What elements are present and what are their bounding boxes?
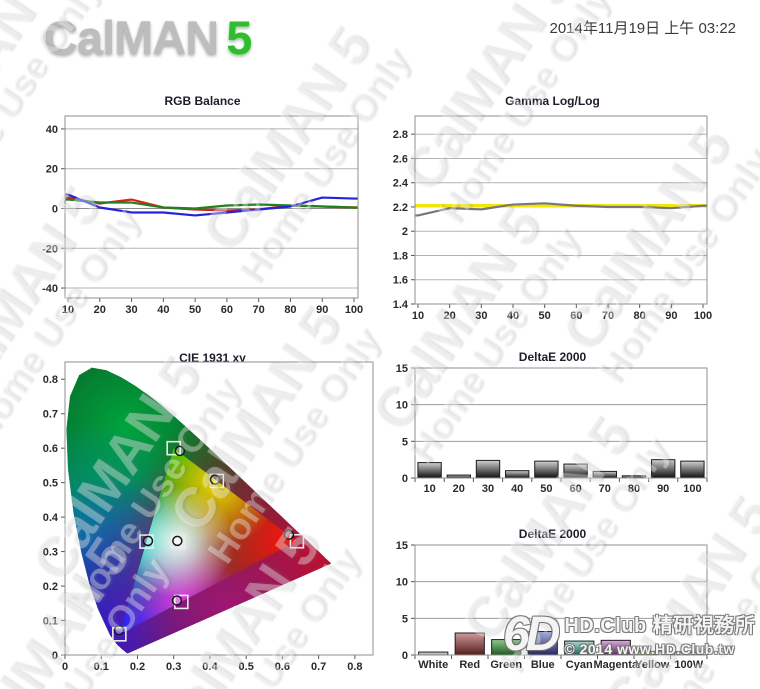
svg-text:Yellow: Yellow (635, 659, 670, 671)
gamma-plot: 2.8 2.6 2.4 2.2 2 1.8 1.6 1.410 20 30 40 50 60 70 80 90… (393, 115, 712, 322)
svg-text:40: 40 (157, 304, 169, 316)
svg-text:60: 60 (221, 304, 233, 316)
svg-text:50: 50 (189, 304, 201, 316)
svg-text:1.8: 1.8 (393, 250, 408, 262)
svg-text:2: 2 (402, 226, 408, 238)
rgb-balance-plot: 40 20 0 -20 -40 10 20 30 40 50 60 70 80 90 100 (42, 115, 363, 316)
svg-text:20: 20 (46, 164, 58, 176)
svg-text:70: 70 (599, 483, 611, 495)
svg-text:1.6: 1.6 (393, 275, 408, 287)
svg-text:White: White (418, 659, 448, 671)
svg-text:40: 40 (46, 124, 58, 136)
svg-text:100: 100 (694, 310, 712, 322)
chart-title-rgb-balance: RGB Balance (164, 94, 241, 108)
svg-text:0: 0 (402, 473, 408, 485)
svg-text:100: 100 (345, 304, 363, 316)
svg-text:0.1: 0.1 (94, 661, 109, 673)
svg-text:0.3: 0.3 (166, 661, 181, 673)
svg-text:-20: -20 (42, 243, 58, 255)
svg-text:0.8: 0.8 (347, 661, 362, 673)
svg-text:Red: Red (459, 659, 480, 671)
svg-text:15: 15 (396, 364, 408, 375)
svg-text:80: 80 (284, 304, 296, 316)
svg-text:-40: -40 (42, 283, 58, 295)
svg-text:80: 80 (628, 483, 640, 495)
svg-text:2.6: 2.6 (393, 153, 408, 165)
svg-text:60: 60 (570, 310, 582, 322)
svg-text:10: 10 (396, 577, 408, 589)
svg-text:0: 0 (52, 650, 58, 662)
svg-text:10: 10 (423, 483, 435, 495)
svg-text:0.8: 0.8 (43, 374, 58, 386)
svg-text:20: 20 (94, 304, 106, 316)
chart-title-deltae-grayscale: DeltaE 2000 (518, 350, 587, 364)
svg-text:100: 100 (683, 483, 701, 495)
svg-text:30: 30 (482, 483, 494, 495)
svg-text:0.3: 0.3 (43, 547, 58, 559)
chart-title-gamma: Gamma Log/Log (505, 94, 600, 108)
svg-text:30: 30 (475, 310, 487, 322)
svg-text:Magenta: Magenta (593, 659, 639, 671)
svg-text:0: 0 (62, 661, 68, 673)
cie-1931-plot: 0 0.1 0.2 0.3 0.4 0.5 0.6 0.7 0.8 0 0.1 0.2 0.3 0.4 0.… (43, 361, 374, 673)
calman-logo: CalMAN 5 (44, 10, 252, 65)
svg-text:0.6: 0.6 (43, 443, 58, 455)
svg-text:15: 15 (396, 541, 408, 552)
chart-gamma: Gamma Log/Log 2.8 2.6 2.4 2.2 2 1.8 1.6 1.4 10 20… (390, 94, 715, 330)
svg-text:1.4: 1.4 (393, 299, 409, 311)
svg-text:10: 10 (412, 310, 424, 322)
svg-text:90: 90 (665, 310, 677, 322)
chart-deltae-primaries: DeltaE 2000 15 10 5 0 White Red Green Blue Cyan M… (390, 527, 715, 689)
svg-text:90: 90 (657, 483, 669, 495)
svg-text:0: 0 (402, 650, 408, 662)
svg-text:100W: 100W (674, 659, 703, 671)
svg-text:90: 90 (316, 304, 328, 316)
svg-text:0.2: 0.2 (43, 581, 58, 593)
svg-text:5: 5 (402, 613, 408, 625)
svg-text:0.4: 0.4 (202, 661, 218, 673)
chart-deltae-grayscale: DeltaE 2000 15 10 5 0 10 20 30 40 50 60 70 80 90 100 (390, 350, 715, 505)
svg-text:0: 0 (52, 203, 58, 215)
report-datetime: 2014年11月19日 上午 03:22 (549, 20, 737, 37)
svg-text:0.7: 0.7 (43, 409, 58, 421)
svg-text:0.7: 0.7 (311, 661, 326, 673)
deltae-primaries-plot: 15 10 5 0 White Red Green Blue Cyan MagentaYellow… (396, 541, 708, 671)
svg-text:2.4: 2.4 (393, 178, 409, 190)
svg-text:0.2: 0.2 (130, 661, 145, 673)
svg-text:40: 40 (507, 310, 519, 322)
svg-text:Cyan: Cyan (566, 659, 593, 671)
svg-text:50: 50 (540, 483, 552, 495)
svg-text:5: 5 (402, 436, 408, 448)
chart-cie-1931: CIE 1931 xy 0 0.1 0.2 0.3 0.4 0.5 0.6 0.7 0.8 0 0.… (40, 348, 385, 689)
svg-text:20: 20 (444, 310, 456, 322)
svg-text:Green: Green (490, 659, 522, 671)
svg-text:80: 80 (634, 310, 646, 322)
svg-text:0.5: 0.5 (43, 478, 58, 490)
svg-text:50: 50 (539, 310, 551, 322)
svg-text:70: 70 (602, 310, 614, 322)
svg-text:0.6: 0.6 (275, 661, 290, 673)
calman-logo-text: CalMAN (44, 11, 219, 64)
chart-title-deltae-primaries: DeltaE 2000 (518, 527, 587, 541)
svg-text:70: 70 (253, 304, 265, 316)
svg-text:60: 60 (569, 483, 581, 495)
svg-text:2.2: 2.2 (393, 202, 408, 214)
svg-text:10: 10 (396, 400, 408, 412)
chart-rgb-balance: RGB Balance 40 20 0 -20 -40 10 20 30 40 50 60 70 80 9… (40, 94, 365, 330)
svg-text:10: 10 (62, 304, 74, 316)
svg-text:40: 40 (511, 483, 523, 495)
svg-text:20: 20 (453, 483, 465, 495)
svg-text:30: 30 (125, 304, 137, 316)
svg-text:0.4: 0.4 (43, 512, 59, 524)
svg-text:2.8: 2.8 (393, 129, 408, 141)
svg-text:0.5: 0.5 (239, 661, 254, 673)
svg-text:0.1: 0.1 (43, 616, 58, 628)
svg-text:Blue: Blue (531, 659, 555, 671)
calman-logo-number: 5 (226, 11, 252, 64)
